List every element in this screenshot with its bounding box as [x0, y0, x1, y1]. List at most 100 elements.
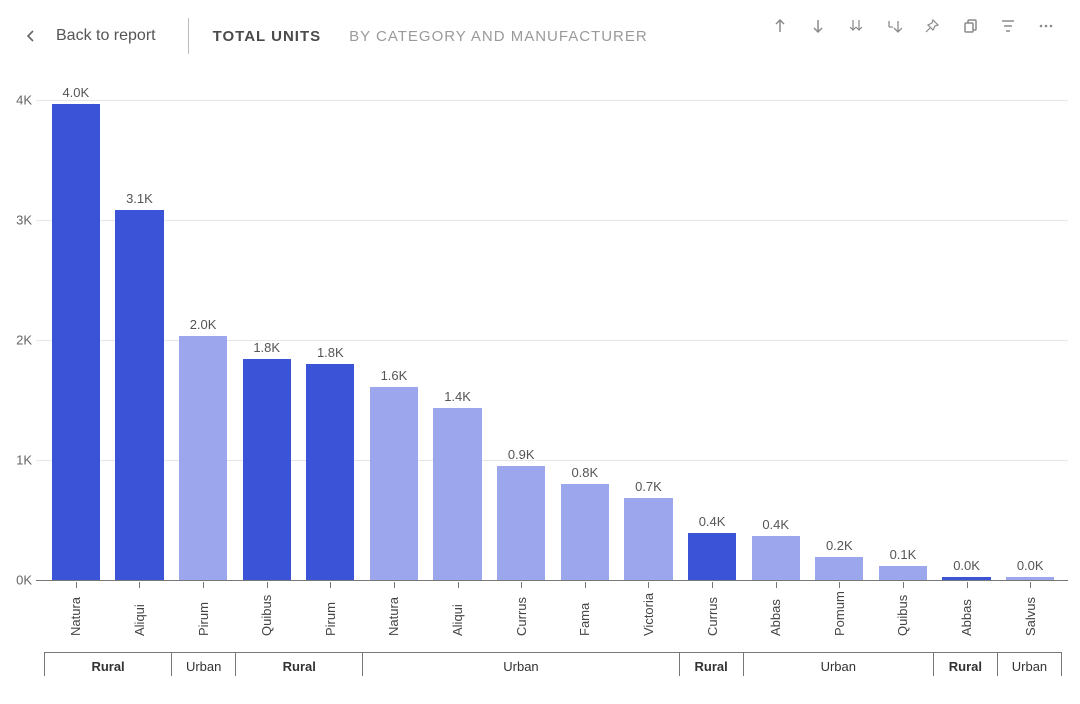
bar-rect[interactable]	[52, 104, 100, 580]
bar[interactable]: 0.4K	[680, 533, 744, 580]
x-category-label: Salvus	[1023, 582, 1038, 642]
x-category-cell: Aliqui	[108, 582, 172, 642]
bar[interactable]: 0.7K	[617, 498, 681, 580]
expand-hierarchy-icon[interactable]	[886, 18, 902, 34]
y-axis-label: 2K	[6, 333, 32, 348]
drill-down-icon[interactable]	[848, 18, 864, 34]
bar-rect[interactable]	[624, 498, 672, 580]
bar-rect[interactable]	[179, 336, 227, 580]
x-category-cell: Currus	[680, 582, 744, 642]
group-label: Urban	[362, 652, 678, 676]
group-label: Rural	[44, 652, 171, 676]
bar-value-label: 0.4K	[699, 514, 726, 529]
y-axis-label: 1K	[6, 453, 32, 468]
toolbar	[772, 14, 1072, 34]
bars-container: 4.0K3.1K2.0K1.8K1.8K1.6K1.4K0.9K0.8K0.7K…	[44, 100, 1062, 580]
bar-rect[interactable]	[752, 536, 800, 580]
bar[interactable]: 1.8K	[299, 364, 363, 580]
bar-rect[interactable]	[370, 387, 418, 580]
x-category-cell: Quibus	[235, 582, 299, 642]
x-category-label: Natura	[68, 582, 83, 642]
separator	[188, 18, 189, 54]
bar[interactable]: 4.0K	[44, 104, 108, 580]
x-category-cell: Natura	[44, 582, 108, 642]
x-category-label: Fama	[577, 582, 592, 642]
bar[interactable]: 0.8K	[553, 484, 617, 580]
group-label: Urban	[171, 652, 235, 676]
bar-value-label: 1.4K	[444, 389, 471, 404]
x-category-cell: Pirum	[171, 582, 235, 642]
arrow-down-icon[interactable]	[810, 18, 826, 34]
group-label: Rural	[679, 652, 743, 676]
x-category-cell: Abbas	[935, 582, 999, 642]
x-category-label: Aliqui	[132, 582, 147, 642]
bar-value-label: 1.6K	[381, 368, 408, 383]
y-axis-label: 0K	[6, 573, 32, 588]
group-label: Urban	[997, 652, 1062, 676]
chart-title-sub: BY CATEGORY AND MANUFACTURER	[349, 28, 648, 45]
bar-value-label: 2.0K	[190, 317, 217, 332]
chart-title-main: TOTAL UNITS	[213, 28, 322, 45]
x-category-label: Natura	[386, 582, 401, 642]
header-left: Back to report TOTAL UNITS BY CATEGORY A…	[24, 18, 648, 54]
bar[interactable]: 1.6K	[362, 387, 426, 580]
bar-rect[interactable]	[243, 359, 291, 580]
group-axis: RuralUrbanRuralUrbanRuralUrbanRuralUrban	[44, 652, 1062, 676]
plot-region: 0K1K2K3K4K 4.0K3.1K2.0K1.8K1.8K1.6K1.4K0…	[36, 100, 1068, 580]
bar[interactable]: 0.1K	[871, 566, 935, 580]
x-category-label: Quibus	[259, 582, 274, 642]
pin-icon[interactable]	[924, 18, 940, 34]
bar[interactable]: 0.2K	[808, 557, 872, 580]
x-category-cell: Quibus	[871, 582, 935, 642]
arrow-up-icon[interactable]	[772, 18, 788, 34]
bar-value-label: 1.8K	[253, 340, 280, 355]
bar-value-label: 0.1K	[890, 547, 917, 562]
x-category-label: Victoria	[641, 582, 656, 642]
x-category-cell: Fama	[553, 582, 617, 642]
copy-icon[interactable]	[962, 18, 978, 34]
bar-rect[interactable]	[306, 364, 354, 580]
x-axis: NaturaAliquiPirumQuibusPirumNaturaAliqui…	[44, 582, 1062, 702]
x-category-label: Pirum	[323, 582, 338, 642]
bar-value-label: 4.0K	[62, 85, 89, 100]
chart-area: 0K1K2K3K4K 4.0K3.1K2.0K1.8K1.8K1.6K1.4K0…	[0, 72, 1080, 692]
filter-icon[interactable]	[1000, 18, 1016, 34]
x-category-cell: Currus	[489, 582, 553, 642]
more-icon[interactable]	[1038, 18, 1054, 34]
y-axis-label: 3K	[6, 213, 32, 228]
chevron-left-icon[interactable]	[24, 29, 38, 43]
bar-rect[interactable]	[561, 484, 609, 580]
x-category-label: Pomum	[832, 582, 847, 642]
bar-value-label: 0.8K	[571, 465, 598, 480]
bar-rect[interactable]	[942, 577, 990, 580]
bar[interactable]: 0.4K	[744, 536, 808, 580]
bar-rect[interactable]	[433, 408, 481, 580]
bar[interactable]: 3.1K	[108, 210, 172, 580]
bar-rect[interactable]	[497, 466, 545, 580]
bar[interactable]: 1.8K	[235, 359, 299, 580]
bar[interactable]: 0.0K	[935, 577, 999, 580]
bar[interactable]: 0.9K	[489, 466, 553, 580]
bar-rect[interactable]	[115, 210, 163, 580]
x-category-cell: Pirum	[299, 582, 363, 642]
back-to-report-link[interactable]: Back to report	[56, 27, 156, 45]
bar[interactable]: 2.0K	[171, 336, 235, 580]
x-category-label: Currus	[705, 582, 720, 642]
bar-rect[interactable]	[879, 566, 927, 580]
bar-rect[interactable]	[815, 557, 863, 580]
bar-value-label: 0.7K	[635, 479, 662, 494]
bar-value-label: 0.4K	[762, 517, 789, 532]
x-category-label: Abbas	[959, 582, 974, 642]
bar-value-label: 1.8K	[317, 345, 344, 360]
group-label: Urban	[743, 652, 933, 676]
group-label: Rural	[933, 652, 997, 676]
bar-rect[interactable]	[1006, 577, 1054, 580]
bar[interactable]: 0.0K	[998, 577, 1062, 580]
y-axis-label: 4K	[6, 93, 32, 108]
x-category-label: Currus	[514, 582, 529, 642]
bar-value-label: 3.1K	[126, 191, 153, 206]
bar-value-label: 0.9K	[508, 447, 535, 462]
bar-rect[interactable]	[688, 533, 736, 580]
bar[interactable]: 1.4K	[426, 408, 490, 580]
x-category-cell: Pomum	[808, 582, 872, 642]
